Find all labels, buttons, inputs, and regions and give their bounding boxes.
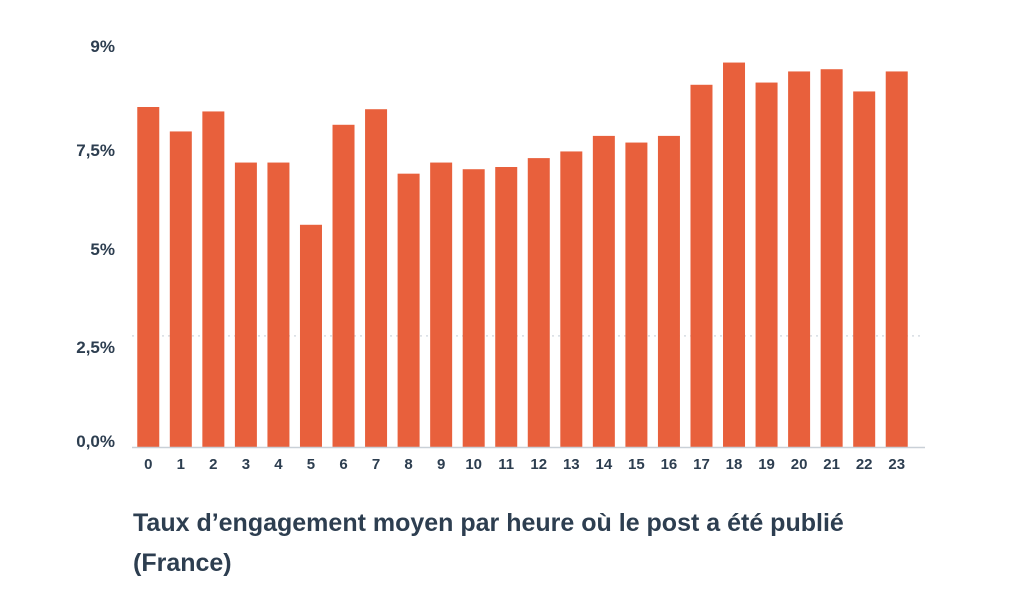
- x-tick-label: 12: [530, 456, 547, 473]
- y-tick-label: 0,0%: [76, 432, 115, 451]
- bar-hour-20: [788, 71, 811, 447]
- bar-hour-10: [462, 169, 485, 447]
- x-tick-label: 5: [307, 456, 315, 473]
- x-tick-label: 14: [596, 456, 613, 473]
- bar-hour-16: [657, 135, 680, 447]
- y-tick-label: 9%: [90, 37, 115, 56]
- bar-hour-21: [820, 69, 843, 447]
- x-tick-label: 15: [628, 456, 645, 473]
- bar-hour-22: [853, 91, 876, 447]
- x-tick-label: 20: [791, 456, 808, 473]
- bar-hour-11: [495, 167, 518, 447]
- bar-hour-5: [299, 224, 322, 447]
- bar-hour-18: [723, 62, 746, 448]
- bars-layer: [137, 62, 908, 448]
- x-tick-label: 1: [177, 456, 185, 473]
- x-tick-label: 11: [498, 456, 514, 473]
- bar-hour-0: [137, 107, 160, 447]
- y-tick-label: 7,5%: [76, 141, 115, 160]
- x-tick-label: 23: [888, 456, 905, 473]
- x-tick-label: 2: [209, 456, 217, 473]
- bar-hour-12: [527, 158, 550, 448]
- bar-hour-17: [690, 84, 713, 447]
- x-tick-label: 17: [693, 456, 710, 473]
- bar-hour-7: [365, 109, 388, 447]
- x-tick-labels: 0 1 2 3 4 5 6 7 8 9 10 11 12 13 14 15 16 17 18 19 20 21 22 23: [144, 456, 905, 473]
- x-tick-label: 0: [144, 456, 152, 473]
- bar-hour-13: [560, 151, 583, 447]
- x-tick-label: 8: [404, 456, 412, 473]
- bar-hour-8: [397, 173, 420, 448]
- x-tick-label: 21: [823, 456, 840, 473]
- bar-hour-14: [592, 135, 615, 447]
- bar-hour-23: [885, 71, 908, 447]
- y-tick-label: 5%: [90, 240, 115, 259]
- bar-hour-9: [430, 162, 453, 447]
- bar-hour-15: [625, 142, 648, 447]
- bar-hour-19: [755, 82, 778, 447]
- x-tick-label: 18: [726, 456, 743, 473]
- x-tick-label: 13: [563, 456, 580, 473]
- chart-caption: Taux d’engagement moyen par heure où le …: [133, 509, 844, 577]
- bar-hour-2: [202, 111, 225, 447]
- x-tick-label: 22: [856, 456, 873, 473]
- x-tick-label: 9: [437, 456, 445, 473]
- x-tick-label: 7: [372, 456, 380, 473]
- y-tick-label: 2,5%: [76, 338, 115, 357]
- bar-hour-6: [332, 124, 355, 447]
- x-tick-label: 16: [661, 456, 678, 473]
- bar-hour-3: [234, 162, 257, 447]
- x-tick-label: 10: [465, 456, 482, 473]
- x-tick-label: 3: [242, 456, 250, 473]
- x-tick-label: 19: [758, 456, 775, 473]
- x-tick-label: 6: [339, 456, 347, 473]
- bar-hour-1: [169, 131, 192, 447]
- bar-hour-4: [267, 162, 290, 447]
- y-tick-labels: 0,0% 2,5% 5% 7,5% 9%: [76, 37, 115, 451]
- x-tick-label: 4: [274, 456, 283, 473]
